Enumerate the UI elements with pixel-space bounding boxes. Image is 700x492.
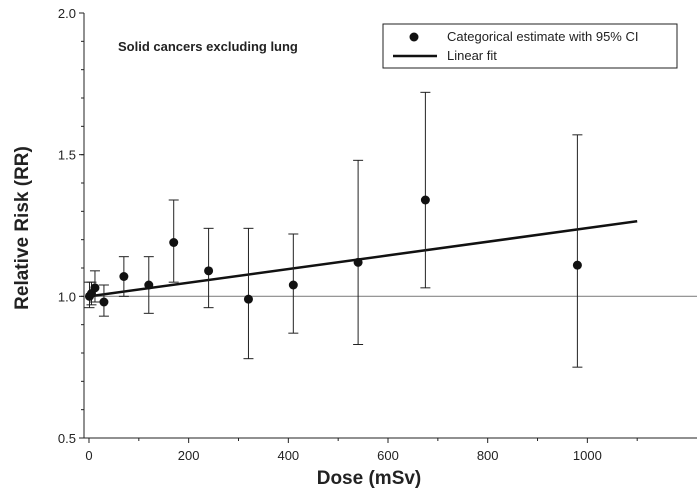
legend-label-fit: Linear fit [447,48,497,63]
x-tick-label: 800 [477,448,499,463]
data-point [243,294,253,304]
y-tick-label: 0.5 [58,431,76,446]
x-tick-label: 400 [277,448,299,463]
data-point [353,257,363,267]
plot-marks [84,91,697,368]
linear-fit-line [88,220,638,298]
legend-marker-points [409,32,419,42]
y-tick-label: 2.0 [58,6,76,21]
chart-annotation: Solid cancers excluding lung [118,39,298,54]
x-tick-label: 200 [178,448,200,463]
x-axis-title: Dose (mSv) [317,468,422,489]
legend-label-points: Categorical estimate with 95% CI [447,29,638,44]
data-point [119,272,129,281]
y-tick-label: 1.0 [58,289,76,304]
legend-box [382,23,678,69]
data-point [572,260,582,270]
legend: Categorical estimate with 95% CI Linear … [382,23,678,69]
y-tick-label: 1.5 [58,148,76,163]
data-point [144,280,154,290]
x-tick-label: 1000 [573,448,602,463]
x-tick-label: 0 [85,448,92,463]
axes: 0.5 1.0 1.5 2.0 0 200 400 600 800 1000 [58,6,697,463]
x-tick-label: 600 [377,448,399,463]
data-point [288,280,298,290]
data-point [420,195,430,205]
y-axis-title: Relative Risk (RR) [12,146,33,310]
data-point [204,266,214,276]
data-point [99,297,109,307]
data-point [169,238,179,247]
data-point [90,283,100,293]
